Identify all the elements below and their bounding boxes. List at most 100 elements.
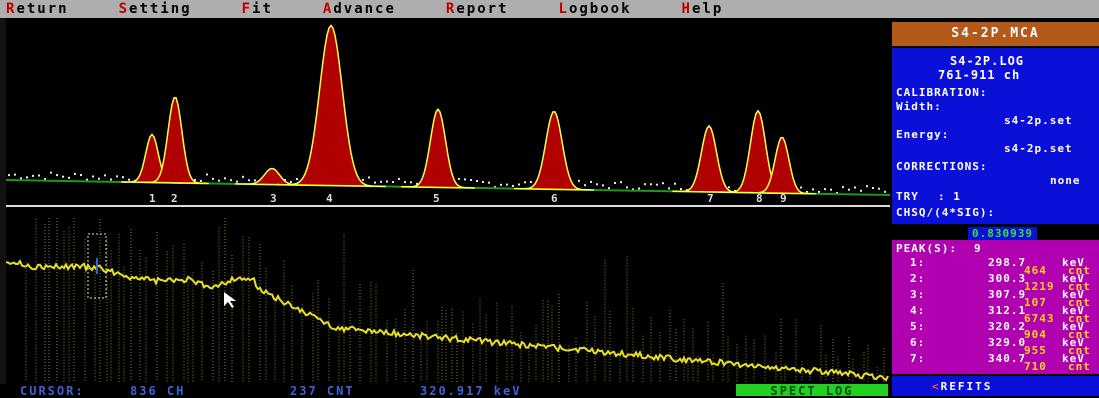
peaks-header-label: PEAK(S): (896, 242, 957, 255)
fit-data-point (92, 175, 94, 178)
region-of-interest-box[interactable] (87, 233, 107, 299)
fit-data-point (80, 174, 82, 176)
refits-button[interactable]: <REFITS (932, 380, 993, 393)
fit-data-point (122, 176, 124, 179)
fit-data-point (224, 177, 226, 180)
fit-data-point (674, 182, 676, 185)
fit-data-point (200, 179, 202, 182)
peak-energy: 329.0 (988, 336, 1027, 349)
fit-data-point (110, 178, 112, 181)
menu-help[interactable]: Help (681, 1, 724, 17)
menu-advance[interactable]: Advance (322, 1, 396, 17)
fit-data-point (254, 179, 256, 182)
fit-data-point (878, 187, 880, 190)
peak-energy-unit: keV (1062, 256, 1085, 269)
peak-counts: 955 (1024, 344, 1047, 357)
fit-data-point (458, 177, 460, 180)
fit-peaks (121, 24, 816, 195)
calibration-info: S4-2P.LOG 761-911 ch CALIBRATION: Width:… (892, 48, 1099, 224)
fit-data-point (416, 182, 418, 185)
chisq-value: 0.830939 (968, 227, 1037, 240)
fit-peak-label-9: 9 (780, 192, 787, 204)
cursor-counts: 237 CNT (290, 384, 355, 398)
fit-data-point (236, 180, 238, 183)
fit-data-point (800, 186, 802, 189)
fit-data-point (212, 177, 214, 180)
try-label: TRY (896, 190, 919, 203)
peak-counts-unit: cnt (1068, 344, 1091, 357)
peak-energy-unit: keV (1062, 272, 1085, 285)
fit-data-point (842, 186, 844, 189)
spectrum-line (5, 259, 889, 382)
peak-counts: 904 (1024, 328, 1047, 341)
peak-energy: 312.1 (988, 304, 1027, 317)
info-panel: S4-2P.MCA S4-2P.LOG 761-911 ch CALIBRATI… (892, 18, 1099, 396)
fit-data-point (488, 181, 490, 184)
peak-fit-plot[interactable]: 1 2 3 4 5 6 7 8 9 (5, 20, 891, 205)
menu-return[interactable]: Return (6, 1, 69, 17)
plot-divider (6, 205, 890, 207)
fit-peak-2 (141, 97, 209, 185)
menu-bar: Return Setting Fit Advance Report Logboo… (0, 0, 1099, 18)
fit-data-point (38, 174, 40, 177)
fit-data-point (860, 189, 862, 192)
chisq-label: CHSQ/(4*SIG): (896, 206, 996, 219)
fit-data-point (614, 182, 616, 184)
fit-data-point (512, 184, 514, 187)
energy-value: s4-2p.set (1004, 142, 1073, 155)
fit-data-point (590, 180, 592, 183)
fit-data-point (578, 179, 580, 182)
peak-index: 4: (910, 304, 926, 317)
fit-peak-5 (401, 108, 475, 189)
file-name-header: S4-2P.MCA (892, 22, 1099, 46)
fit-peak-label-3: 3 (270, 192, 277, 204)
spect-log-toggle[interactable]: SPECT LOG (736, 384, 888, 398)
fit-data-point (56, 174, 58, 177)
peak-counts: 107 (1024, 296, 1047, 309)
peak-energy-unit: keV (1062, 336, 1085, 349)
fit-data-point (368, 176, 370, 179)
fit-data-point (482, 181, 484, 183)
fit-data-point (668, 187, 670, 190)
peak-counts-unit: cnt (1068, 296, 1091, 309)
peak-counts-unit: cnt (1068, 360, 1091, 373)
fit-data-point (98, 177, 100, 180)
full-spectrum-plot[interactable] (5, 208, 890, 384)
peak-energy: 300.3 (988, 272, 1027, 285)
fit-data-point (284, 179, 286, 181)
menu-fit[interactable]: Fit (241, 1, 273, 17)
fit-data-point (242, 175, 244, 178)
peak-index: 7: (910, 352, 926, 365)
fit-peak-6 (514, 111, 594, 191)
peak-counts-unit: cnt (1068, 328, 1091, 341)
menu-setting[interactable]: Setting (118, 1, 192, 17)
fit-data-point (596, 183, 598, 186)
fit-data-point (584, 184, 586, 187)
fit-data-point (626, 186, 628, 189)
fit-data-point (194, 178, 196, 181)
fit-data-point (818, 190, 820, 193)
peak-energy: 320.2 (988, 320, 1027, 333)
peak-counts: 464 (1024, 264, 1047, 277)
fit-data-point (500, 183, 502, 186)
peak-counts-unit: cnt (1068, 280, 1091, 293)
menu-report[interactable]: Report (445, 1, 509, 17)
fit-data-point (650, 183, 652, 186)
fit-data-point (26, 176, 28, 179)
fit-data-point (620, 181, 622, 184)
peak-energy-unit: keV (1062, 288, 1085, 301)
peak-counts: 710 (1024, 360, 1047, 373)
fit-data-point (506, 183, 508, 186)
fit-peak-label-1: 1 (149, 192, 156, 204)
fit-data-point (296, 178, 298, 181)
fit-data-point (206, 173, 208, 176)
fit-data-point (854, 186, 856, 189)
fit-data-point (20, 177, 22, 180)
fit-data-point (602, 184, 604, 187)
fit-data-point (248, 179, 250, 182)
refits-area: <REFITS (892, 376, 1099, 396)
menu-logbook[interactable]: Logbook (558, 1, 632, 17)
corrections-label: CORRECTIONS: (896, 160, 988, 173)
fit-data-point (386, 180, 388, 183)
peak-counts-unit: cnt (1068, 312, 1091, 325)
